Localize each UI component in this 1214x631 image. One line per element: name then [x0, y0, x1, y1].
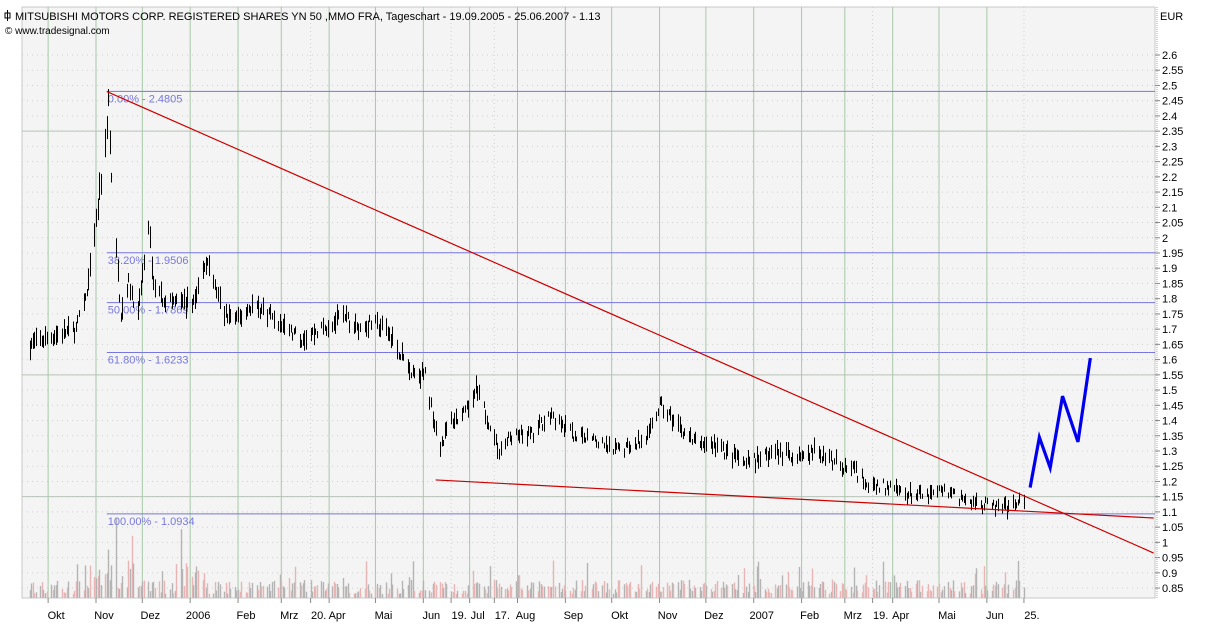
- x-tick-label: Feb: [237, 610, 256, 622]
- y-tick-label: 1.1: [1162, 507, 1177, 519]
- projection-zigzag[interactable]: [1028, 357, 1092, 488]
- x-tick-label: Mrz: [280, 610, 298, 622]
- x-tick-label: Jun: [422, 610, 440, 622]
- x-tick-label: 20.: [311, 610, 326, 622]
- x-tick-label: Mai: [375, 610, 393, 622]
- x-tick-label: Mai: [938, 610, 956, 622]
- y-tick-label: 1.45: [1162, 400, 1183, 412]
- y-tick-label: 2.3: [1162, 141, 1177, 153]
- y-tick-label: 1.05: [1162, 522, 1183, 534]
- x-tick-label: Dez: [704, 610, 724, 622]
- chart-header: MITSUBISHI MOTORS CORP. REGISTERED SHARE…: [4, 10, 600, 37]
- volume-bars: [29, 517, 1026, 598]
- y-tick-label: 2.1: [1162, 202, 1177, 214]
- y-tick-label: 2.45: [1162, 96, 1183, 108]
- x-tick-label: Apr: [892, 610, 909, 622]
- trendline[interactable]: [106, 91, 1154, 554]
- y-tick-label: 1: [1162, 537, 1168, 549]
- currency-label: EUR: [1160, 11, 1183, 23]
- y-tick-label: 1.8: [1162, 294, 1177, 306]
- trendline[interactable]: [435, 479, 1154, 519]
- fib-level-label: 50.00% - 1.7869: [108, 305, 189, 317]
- y-tick-label: 1.65: [1162, 339, 1183, 351]
- y-tick-label: 1.3: [1162, 446, 1177, 458]
- axes: Okt Nov Dez 2006 Feb Mrz 20. Apr Mai Jun 19. Jul 17.…: [48, 7, 1183, 622]
- y-tick-label: 1.9: [1162, 263, 1177, 275]
- y-tick-label: 1.4: [1162, 416, 1177, 428]
- y-tick-label: 2.55: [1162, 65, 1183, 77]
- x-tick-label: 2006: [186, 610, 210, 622]
- x-tick-label: Aug: [516, 610, 536, 622]
- fib-level-label: 38.20% - 1.9506: [108, 255, 189, 267]
- y-tick-label: 1.7: [1162, 324, 1177, 336]
- x-tick-label: Apr: [329, 610, 346, 622]
- x-tick-label: 17.: [495, 610, 510, 622]
- fibonacci-retracement: 0.00% - 2.4805 38.20% - 1.9506 50.00% - 1.…: [106, 90, 1155, 528]
- y-tick-label: 0.9: [1162, 568, 1177, 580]
- y-tick-label: 1.75: [1162, 309, 1183, 321]
- x-tick-label: Jul: [471, 610, 485, 622]
- copyright-text: © www.tradesignal.com: [5, 26, 110, 37]
- fib-level-label: 100.00% - 1.0934: [108, 516, 195, 528]
- x-tick-label: Nov: [658, 610, 678, 622]
- y-tick-label: 2.35: [1162, 126, 1183, 138]
- y-tick-label: 0.85: [1162, 583, 1183, 595]
- y-tick-label: 1.5: [1162, 385, 1177, 397]
- fib-level-label: 61.80% - 1.6233: [108, 355, 189, 367]
- chart-bars-icon: [4, 10, 11, 21]
- x-tick-label: 19.: [451, 610, 466, 622]
- x-tick-label: Mrz: [844, 610, 862, 622]
- x-tick-label: 25.: [1024, 610, 1039, 622]
- y-tick-label: 1.85: [1162, 278, 1183, 290]
- x-tick-label: Jun: [986, 610, 1004, 622]
- y-tick-label: 1.35: [1162, 431, 1183, 443]
- chart-title: MITSUBISHI MOTORS CORP. REGISTERED SHARE…: [15, 11, 600, 23]
- y-tick-label: 2.4: [1162, 111, 1177, 123]
- y-tick-label: 2.05: [1162, 218, 1183, 230]
- x-tick-label: Okt: [48, 610, 65, 622]
- x-tick-label: Feb: [800, 610, 819, 622]
- y-tick-label: 2.6: [1162, 50, 1177, 62]
- y-tick-label: 2.15: [1162, 187, 1183, 199]
- x-tick-label: Dez: [141, 610, 161, 622]
- x-tick-label: Nov: [94, 610, 114, 622]
- y-tick-label: 2.2: [1162, 172, 1177, 184]
- y-tick-label: 1.6: [1162, 355, 1177, 367]
- fib-level-label: 0.00% - 2.4805: [108, 93, 183, 105]
- y-tick-label: 1.2: [1162, 476, 1177, 488]
- y-tick-label: 2.25: [1162, 157, 1183, 169]
- x-tick-label: Sep: [564, 610, 584, 622]
- trendlines: [106, 91, 1154, 554]
- y-tick-label: 0.95: [1162, 553, 1183, 565]
- y-tick-label: 1.95: [1162, 248, 1183, 260]
- y-tick-label: 1.55: [1162, 370, 1183, 382]
- y-tick-label: 1.25: [1162, 461, 1183, 473]
- y-tick-label: 2: [1162, 233, 1168, 245]
- y-tick-label: 2.5: [1162, 80, 1177, 92]
- x-tick-label: 2007: [749, 610, 773, 622]
- x-tick-label: 19.: [873, 610, 888, 622]
- x-tick-label: Okt: [611, 610, 628, 622]
- price-bars: [30, 88, 1025, 520]
- y-tick-label: 1.15: [1162, 492, 1183, 504]
